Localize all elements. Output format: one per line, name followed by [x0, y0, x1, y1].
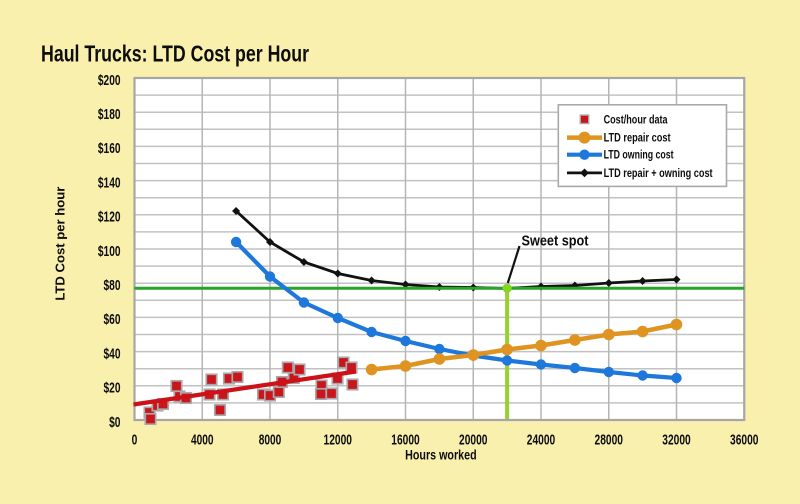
svg-text:LTD owning cost: LTD owning cost	[604, 150, 674, 162]
svg-text:Cost/hour data: Cost/hour data	[604, 114, 668, 126]
svg-text:$180: $180	[98, 106, 121, 123]
svg-text:20000: 20000	[459, 432, 487, 449]
svg-text:$40: $40	[104, 345, 121, 362]
svg-text:32000: 32000	[662, 432, 690, 449]
svg-text:Sweet spot: Sweet spot	[522, 233, 589, 249]
svg-text:$160: $160	[98, 140, 121, 157]
svg-text:$140: $140	[98, 174, 121, 191]
svg-text:$80: $80	[104, 277, 121, 294]
svg-text:$100: $100	[98, 243, 121, 260]
svg-text:$120: $120	[98, 209, 121, 226]
svg-text:$60: $60	[104, 311, 121, 328]
svg-text:8000: 8000	[259, 432, 282, 449]
svg-text:LTD repair cost: LTD repair cost	[604, 133, 671, 145]
svg-text:4000: 4000	[191, 432, 214, 449]
svg-text:$20: $20	[104, 380, 121, 397]
svg-text:$200: $200	[98, 72, 121, 89]
svg-text:Haul Trucks: LTD Cost per Hour: Haul Trucks: LTD Cost per Hour	[41, 41, 309, 67]
svg-text:24000: 24000	[527, 432, 555, 449]
svg-text:36000: 36000	[730, 432, 758, 449]
svg-text:0: 0	[132, 432, 138, 449]
svg-text:Hours worked: Hours worked	[405, 448, 477, 463]
svg-text:16000: 16000	[391, 432, 419, 449]
svg-text:$0: $0	[109, 414, 120, 431]
svg-text:LTD Cost per hour: LTD Cost per hour	[53, 187, 68, 301]
svg-text:LTD repair + owning cost: LTD repair + owning cost	[604, 168, 713, 180]
svg-text:12000: 12000	[324, 432, 352, 449]
svg-text:28000: 28000	[595, 432, 623, 449]
